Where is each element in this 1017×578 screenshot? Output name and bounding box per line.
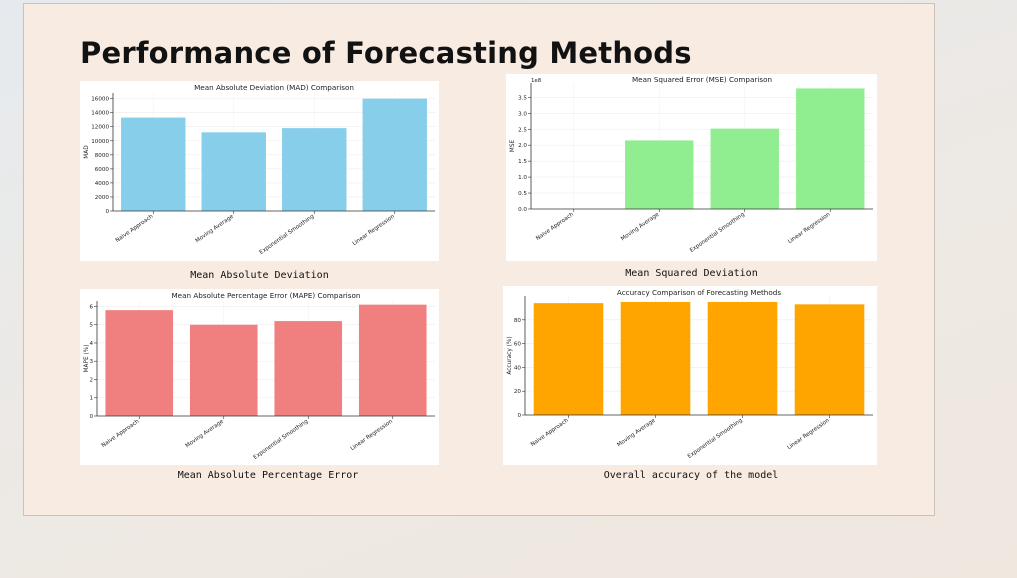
page-title: Performance of Forecasting Methods <box>80 36 692 70</box>
mad-y-tick-label: 16000 <box>91 97 109 103</box>
accuracy-bar-naive-approach <box>533 303 604 415</box>
accuracy-y-tick-label: 40 <box>514 365 522 371</box>
mad-y-tick-label: 12000 <box>91 125 109 131</box>
mad-chart-title: Mean Absolute Deviation (MAD) Comparison <box>194 83 354 92</box>
mad-y-tick-label: 14000 <box>91 111 109 117</box>
mad-bar-chart: Mean Absolute Deviation (MAD) Comparison… <box>84 83 435 256</box>
accuracy-y-tick-label: 80 <box>514 318 522 324</box>
mape-bar-moving-average <box>189 324 258 416</box>
mse-bar-chart: Mean Squared Error (MSE) Comparison 0.0 0.… <box>510 75 873 254</box>
mad-bar-linear-regression <box>362 98 427 211</box>
mad-y-tick-label: 10000 <box>91 139 109 145</box>
accuracy-caption: Overall accuracy of the model <box>603 470 779 481</box>
mad-x-tick-label: Naive Approach <box>115 213 155 244</box>
mape-caption: Mean Absolute Percentage Error <box>177 470 359 481</box>
mse-bar-linear-regression <box>796 88 865 209</box>
accuracy-bar-exponential-smoothing <box>707 301 778 415</box>
mad-x-tick-label: Moving Average <box>195 213 236 244</box>
mad-y-tick-label: 4000 <box>95 181 110 187</box>
mape-x-tick-label: Naive Approach <box>101 418 141 449</box>
mad-x-tick-label: Exponential Smoothing <box>259 213 316 256</box>
mse-x-tick-label: Linear Regression <box>787 211 832 245</box>
accuracy-bar-moving-average <box>620 301 691 415</box>
mad-y-tick-label: 6000 <box>95 167 110 173</box>
mse-bar-exponential-smoothing <box>710 128 779 209</box>
mape-y-tick-label: 0 <box>89 414 93 420</box>
mape-y-tick-label: 5 <box>89 323 93 329</box>
mad-y-tick-label: 8000 <box>95 153 110 159</box>
mse-y-tick-label: 3.5 <box>518 95 527 101</box>
mape-bar-linear-regression <box>358 304 427 416</box>
mape-y-tick-label: 4 <box>89 341 93 347</box>
mse-y-tick-label: 0.0 <box>518 207 527 213</box>
accuracy-y-tick-label: 20 <box>514 389 522 395</box>
accuracy-y-tick-label: 0 <box>517 413 521 419</box>
mape-x-tick-label: Moving Average <box>185 418 226 449</box>
mad-y-tick-label: 2000 <box>95 195 110 201</box>
mad-y-tick-label: 0 <box>105 209 109 215</box>
mape-y-tick-label: 3 <box>89 359 93 365</box>
mad-bar-exponential-smoothing <box>282 128 347 211</box>
mse-x-tick-label: Moving Average <box>620 211 661 242</box>
mse-y-tick-label: 1.5 <box>518 159 527 165</box>
mape-y-tick-label: 1 <box>89 396 93 402</box>
accuracy-chart-card: Accuracy Comparison of Forecasting Metho… <box>503 286 877 465</box>
mape-bar-exponential-smoothing <box>274 321 343 416</box>
mse-y-tick-label: 0.5 <box>518 191 527 197</box>
mse-chart-card: Mean Squared Error (MSE) Comparison 0.0 0.… <box>506 74 877 261</box>
accuracy-bar-linear-regression <box>794 304 865 415</box>
mse-y-tick-label: 2.5 <box>518 127 527 133</box>
mad-bar-moving-average <box>201 132 266 211</box>
mape-bar-chart: Mean Absolute Percentage Error (MAPE) Co… <box>84 291 435 461</box>
accuracy-x-tick-label: Exponential Smoothing <box>687 417 744 460</box>
mse-x-tick-label: Naive Approach <box>535 211 575 242</box>
mape-x-tick-label: Linear Regression <box>350 418 395 452</box>
mad-bar-naive-approach <box>121 117 186 211</box>
mse-y-tick-label: 3.0 <box>518 111 527 117</box>
mape-y-axis-label: MAPE (%) <box>84 345 90 373</box>
mad-y-axis-label: MAD <box>84 145 90 159</box>
mse-caption: Mean Squared Deviation <box>625 268 758 279</box>
accuracy-x-tick-label: Naive Approach <box>530 417 570 448</box>
mse-x-tick-label: Exponential Smoothing <box>689 211 746 254</box>
mape-bar-naive-approach <box>105 310 174 416</box>
mape-chart-title: Mean Absolute Percentage Error (MAPE) Co… <box>171 291 360 300</box>
accuracy-y-tick-label: 60 <box>514 342 522 348</box>
mad-caption: Mean Absolute Deviation <box>190 270 329 281</box>
accuracy-chart-title: Accuracy Comparison of Forecasting Metho… <box>617 288 781 297</box>
mape-chart-card: Mean Absolute Percentage Error (MAPE) Co… <box>80 289 439 465</box>
accuracy-y-axis-label: Accuracy (%) <box>507 336 513 374</box>
accuracy-bar-chart: Accuracy Comparison of Forecasting Metho… <box>507 288 873 460</box>
mad-chart-card: Mean Absolute Deviation (MAD) Comparison… <box>80 81 439 261</box>
mad-x-tick-label: Linear Regression <box>352 213 397 247</box>
mse-bar-moving-average <box>625 140 694 209</box>
mape-y-tick-label: 6 <box>89 304 93 310</box>
accuracy-x-tick-label: Linear Regression <box>786 417 831 451</box>
mse-y-tick-label: 1.0 <box>518 175 527 181</box>
mse-y-tick-label: 2.0 <box>518 143 527 149</box>
mse-chart-title: Mean Squared Error (MSE) Comparison <box>632 75 772 84</box>
mse-scale-label: 1e8 <box>531 78 542 84</box>
mape-y-tick-label: 2 <box>89 377 93 383</box>
mse-y-axis-label: MSE <box>510 139 516 152</box>
mape-x-tick-label: Exponential Smoothing <box>253 418 310 461</box>
accuracy-x-tick-label: Moving Average <box>616 417 657 448</box>
